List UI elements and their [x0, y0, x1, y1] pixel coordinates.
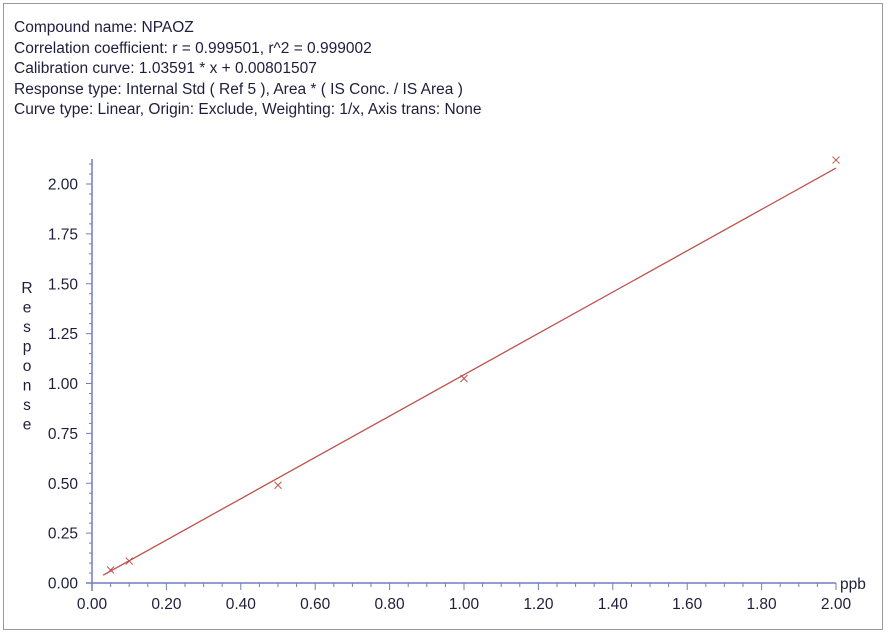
y-axis-title-letter: n: [23, 378, 32, 395]
axes: [86, 159, 837, 591]
x-tick-label: 1.00: [449, 596, 480, 613]
y-tick-label: 0.50: [48, 476, 79, 493]
y-tick-label: 1.50: [48, 276, 79, 293]
x-tick-label: 0.20: [151, 596, 182, 613]
x-tick-label: 0.00: [77, 596, 108, 613]
fit-line-group: [102, 167, 837, 576]
marker-stroke: [125, 557, 134, 565]
y-tick-label: 0.25: [48, 526, 78, 543]
x-tick-label: 0.60: [300, 596, 331, 613]
data-point-marker: [274, 481, 282, 490]
marker-stroke: [832, 156, 840, 164]
x-axis-title: ppb: [840, 576, 866, 593]
y-axis-title-letter: e: [23, 417, 32, 434]
compound-name: Compound name: NPAOZ: [14, 19, 194, 36]
y-axis-title-letter: p: [23, 339, 32, 356]
x-tick-label: 1.20: [523, 596, 554, 613]
data-point-marker: [106, 566, 115, 574]
x-tick-label: 0.40: [226, 596, 257, 613]
calibration-fit-line: [102, 167, 837, 576]
y-tick-label: 1.25: [48, 326, 78, 343]
curve-type: Curve type: Linear, Origin: Exclude, Wei…: [14, 101, 482, 118]
y-tick-label: 0.75: [48, 426, 78, 443]
response-type: Response type: Internal Std ( Ref 5 ), A…: [14, 80, 463, 98]
data-point-marker: [832, 156, 840, 164]
correlation-coefficient: Correlation coefficient: r = 0.999501, r…: [14, 39, 372, 57]
x-tick-label: 1.40: [598, 596, 629, 613]
y-tick-label: 2.00: [48, 177, 79, 194]
calibration-curve: Calibration curve: 1.03591 * x + 0.00801…: [14, 60, 317, 77]
x-tick-label: 1.80: [747, 596, 778, 613]
x-tick-label: 0.80: [375, 596, 406, 613]
y-axis-title-letter: s: [23, 319, 31, 336]
data-points: [106, 156, 840, 574]
y-tick-label: 1.75: [48, 226, 78, 243]
marker-stroke: [274, 481, 282, 490]
data-point-marker: [125, 557, 134, 565]
marker-stroke: [106, 566, 115, 574]
axis-labels: 0.00 0.25 0.50 0.75 1.00 1.25 1.50 1.75 2.00 0.00…: [21, 177, 865, 614]
y-tick-label: 0.00: [48, 576, 79, 593]
x-tick-label: 1.60: [672, 596, 703, 613]
y-axis-title-letter: e: [23, 300, 32, 317]
y-axis-title-letter: s: [23, 397, 31, 414]
chart-frame: Compound name: NPAOZ Correlation coeffic…: [3, 3, 883, 630]
chart-header: Compound name: NPAOZ Correlation coeffic…: [14, 18, 482, 121]
marker-stroke: [460, 374, 468, 383]
y-axis-title-letter: o: [23, 358, 32, 375]
y-tick-label: 1.00: [48, 376, 79, 393]
x-tick-label: 2.00: [821, 596, 852, 613]
data-point-marker: [460, 374, 468, 383]
y-axis-title-letter: R: [21, 280, 32, 297]
